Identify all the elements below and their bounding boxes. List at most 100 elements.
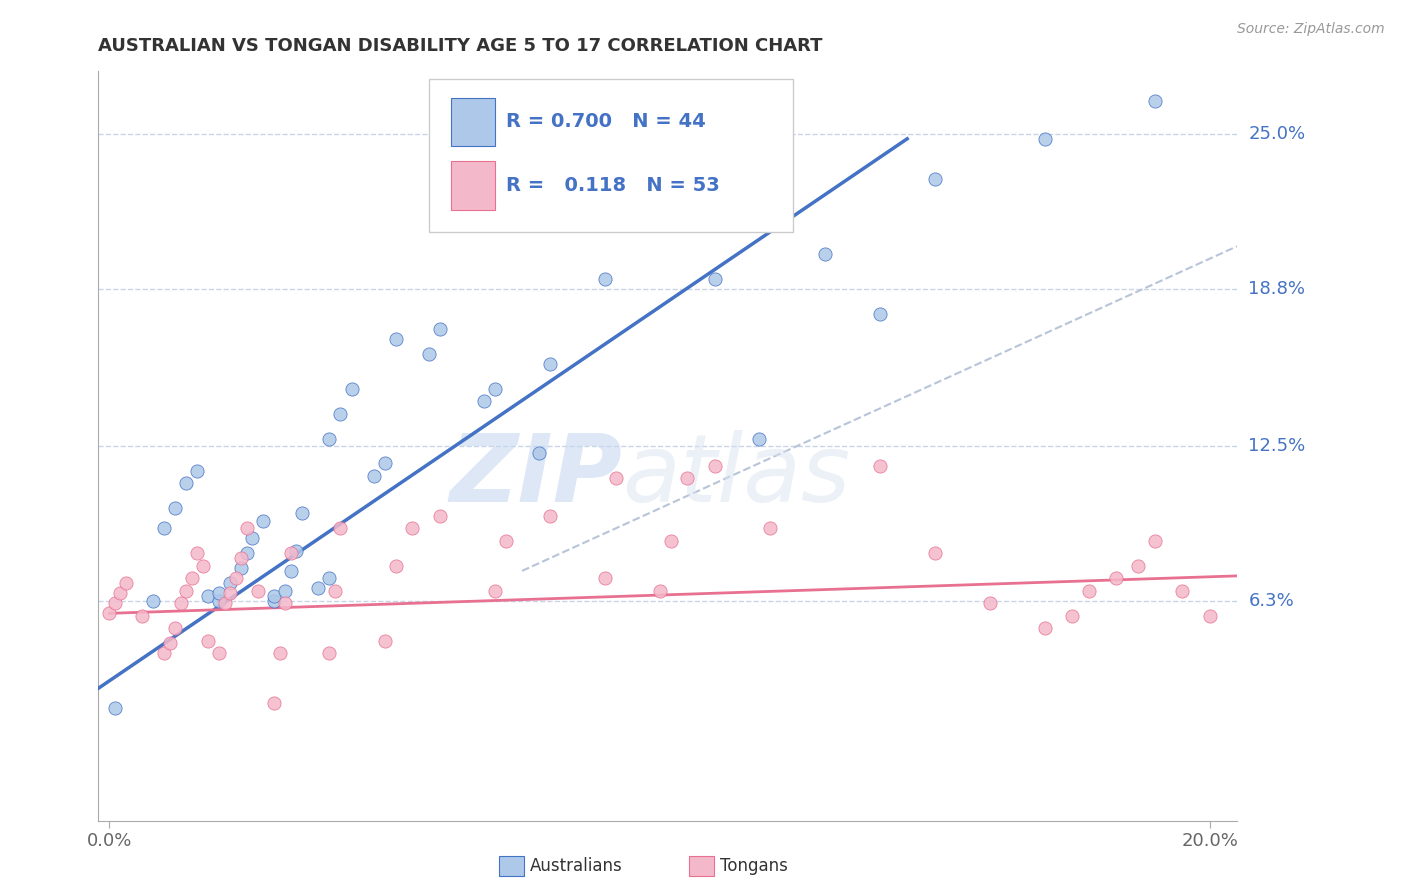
- Point: [153, 646, 176, 660]
- Point: [236, 521, 259, 535]
- Point: [318, 571, 340, 585]
- Point: [242, 532, 264, 546]
- Text: AUSTRALIAN VS TONGAN DISABILITY AGE 5 TO 17 CORRELATION CHART: AUSTRALIAN VS TONGAN DISABILITY AGE 5 TO…: [98, 37, 823, 54]
- Point: [869, 307, 891, 321]
- Point: [373, 457, 395, 471]
- Text: atlas: atlas: [623, 431, 851, 522]
- Point: [110, 586, 132, 600]
- Point: [197, 589, 219, 603]
- Point: [318, 432, 340, 446]
- Point: [1143, 95, 1166, 109]
- Point: [429, 508, 451, 523]
- Text: Source: ZipAtlas.com: Source: ZipAtlas.com: [1237, 22, 1385, 37]
- Point: [1033, 621, 1056, 635]
- Point: [186, 546, 208, 560]
- Point: [98, 607, 121, 621]
- Point: [285, 544, 308, 558]
- Point: [384, 558, 406, 573]
- Point: [246, 583, 269, 598]
- Point: [1171, 583, 1194, 598]
- Point: [236, 546, 259, 560]
- Point: [676, 471, 699, 485]
- Point: [280, 564, 302, 578]
- Point: [252, 514, 274, 528]
- Point: [186, 464, 208, 478]
- Point: [329, 521, 352, 535]
- Point: [214, 596, 236, 610]
- Point: [231, 551, 253, 566]
- Point: [1077, 583, 1099, 598]
- Point: [484, 382, 506, 396]
- Point: [104, 701, 127, 715]
- Point: [814, 246, 837, 260]
- Point: [263, 589, 285, 603]
- Point: [924, 546, 946, 560]
- Point: [329, 407, 352, 421]
- Text: 25.0%: 25.0%: [1249, 125, 1306, 143]
- Point: [703, 271, 725, 285]
- Point: [703, 458, 725, 473]
- Point: [373, 633, 395, 648]
- Point: [274, 583, 297, 598]
- Point: [418, 346, 440, 360]
- Point: [1143, 533, 1166, 548]
- Point: [131, 608, 153, 623]
- Bar: [451, 97, 495, 146]
- Point: [659, 171, 682, 186]
- Point: [176, 583, 198, 598]
- Point: [170, 596, 193, 610]
- Point: [225, 571, 247, 585]
- Point: [527, 446, 550, 460]
- Point: [181, 571, 204, 585]
- Point: [593, 271, 616, 285]
- Text: 6.3%: 6.3%: [1249, 592, 1294, 610]
- Point: [495, 533, 517, 548]
- FancyBboxPatch shape: [429, 78, 793, 233]
- Point: [924, 171, 946, 186]
- Point: [401, 521, 423, 535]
- Point: [280, 546, 302, 560]
- Point: [340, 382, 363, 396]
- Point: [165, 621, 187, 635]
- Point: [323, 583, 346, 598]
- Point: [219, 576, 242, 591]
- Point: [484, 583, 506, 598]
- Point: [429, 321, 451, 335]
- Point: [659, 533, 682, 548]
- Point: [1105, 571, 1128, 585]
- Text: 18.8%: 18.8%: [1249, 280, 1305, 298]
- Point: [269, 646, 291, 660]
- Point: [197, 633, 219, 648]
- Point: [274, 596, 297, 610]
- Point: [115, 576, 138, 591]
- Point: [176, 476, 198, 491]
- Text: R =   0.118   N = 53: R = 0.118 N = 53: [506, 176, 720, 194]
- Point: [869, 458, 891, 473]
- Point: [384, 332, 406, 346]
- Point: [1198, 608, 1220, 623]
- Point: [748, 432, 770, 446]
- Point: [142, 594, 165, 608]
- Point: [605, 471, 627, 485]
- Point: [104, 596, 127, 610]
- Point: [191, 558, 214, 573]
- Point: [165, 501, 187, 516]
- Point: [153, 521, 176, 535]
- Point: [208, 586, 231, 600]
- Point: [758, 521, 780, 535]
- Text: R = 0.700   N = 44: R = 0.700 N = 44: [506, 112, 706, 131]
- Point: [308, 582, 330, 596]
- Point: [979, 596, 1001, 610]
- Text: ZIP: ZIP: [450, 430, 623, 522]
- Point: [208, 594, 231, 608]
- Point: [472, 394, 495, 409]
- Bar: [451, 161, 495, 210]
- Text: 12.5%: 12.5%: [1249, 437, 1306, 455]
- Point: [538, 508, 561, 523]
- Point: [219, 586, 242, 600]
- Point: [538, 357, 561, 371]
- Point: [318, 646, 340, 660]
- Point: [291, 507, 314, 521]
- Point: [637, 196, 659, 211]
- Point: [263, 594, 285, 608]
